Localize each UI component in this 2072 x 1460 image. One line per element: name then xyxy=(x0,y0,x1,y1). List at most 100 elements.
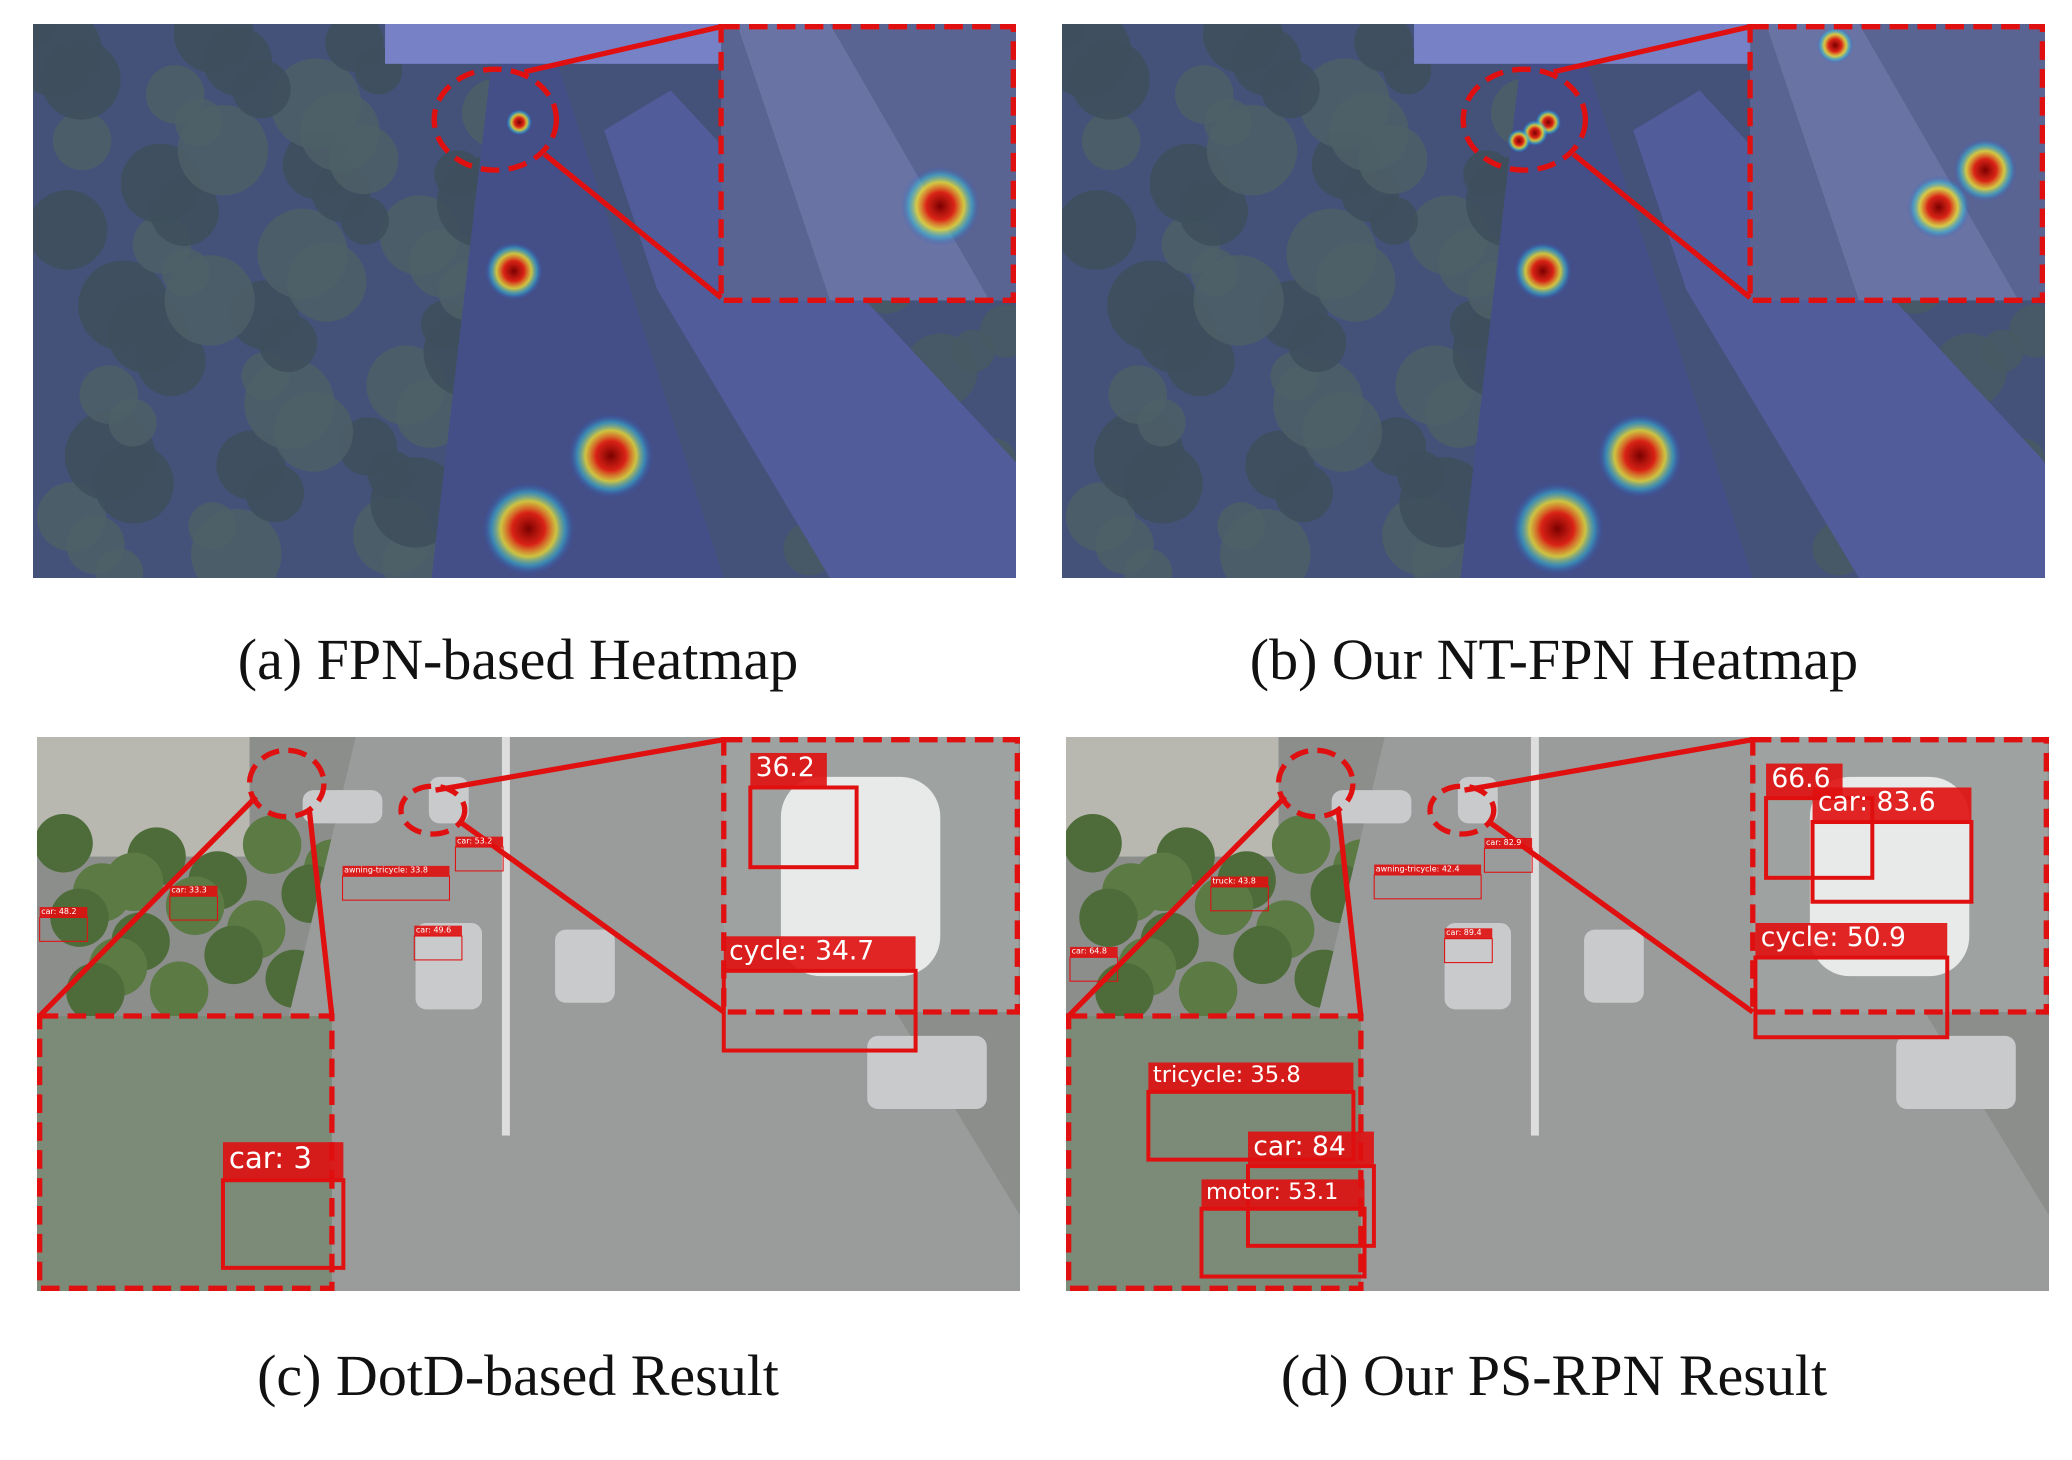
tree xyxy=(94,443,174,524)
detection-label: 36.2 xyxy=(756,752,815,783)
heat-blob xyxy=(568,413,654,499)
tree xyxy=(286,241,367,322)
tree xyxy=(1124,548,1173,578)
tree xyxy=(1095,962,1154,1022)
detection-box xyxy=(748,785,859,870)
tree xyxy=(341,196,390,245)
heat-blob xyxy=(1816,26,1854,64)
label-bg xyxy=(1444,928,1493,939)
detection-label: truck: 43.8 xyxy=(1212,876,1255,885)
zoom-box xyxy=(721,737,1020,1015)
zoom-line xyxy=(435,737,725,793)
zoom-line xyxy=(523,24,722,75)
tree xyxy=(329,124,399,195)
sky xyxy=(1414,24,1760,64)
tree xyxy=(1194,876,1254,935)
tree xyxy=(104,852,164,912)
zoom-line xyxy=(1066,794,1288,1018)
zoom-region xyxy=(398,783,468,837)
tree xyxy=(1302,392,1383,472)
detection-label: cycle: 50.9 xyxy=(1761,922,1906,953)
tree xyxy=(108,398,157,447)
detection-label: car: 82.9 xyxy=(1486,838,1521,847)
tree xyxy=(980,304,1016,358)
heat-blob xyxy=(1507,128,1531,153)
zoom-region xyxy=(431,66,560,173)
tree xyxy=(1358,124,1428,195)
detection-box xyxy=(341,875,451,901)
heat-blob xyxy=(1510,482,1604,576)
label-bg xyxy=(723,936,916,971)
heat-blob xyxy=(481,482,575,576)
detection-box xyxy=(1069,956,1119,982)
tree xyxy=(149,961,209,1020)
label-bg xyxy=(1247,1131,1374,1167)
label-bg xyxy=(455,836,504,848)
label-bg xyxy=(750,752,827,788)
vehicle xyxy=(1584,929,1644,1003)
tree xyxy=(395,378,465,448)
detection-label: awning-tricycle: 42.4 xyxy=(1376,864,1460,873)
tree xyxy=(33,190,108,270)
zoom-line xyxy=(1571,152,1752,300)
tree xyxy=(1233,925,1292,985)
zoom-line xyxy=(1552,24,1751,75)
vehicle xyxy=(1444,922,1512,1010)
tree xyxy=(191,508,282,578)
label-bg xyxy=(342,865,450,877)
label-bg xyxy=(1069,946,1118,958)
zoom-line xyxy=(542,152,723,300)
label-bg xyxy=(39,907,88,918)
tree xyxy=(273,392,354,472)
lane xyxy=(501,737,510,1136)
label-bg xyxy=(222,1142,344,1181)
tree xyxy=(245,463,304,523)
tree xyxy=(1178,961,1238,1020)
vehicle xyxy=(555,929,615,1003)
road xyxy=(604,90,1016,578)
label-bg xyxy=(1210,876,1269,887)
tree xyxy=(149,176,219,246)
zoom-line xyxy=(460,821,726,1015)
label-bg xyxy=(1755,922,1948,958)
detection-label: car: 33.3 xyxy=(171,886,206,895)
tree xyxy=(95,548,144,578)
heatmap-panel xyxy=(33,24,1016,578)
tree xyxy=(52,111,112,171)
tree xyxy=(1081,111,1141,171)
tree xyxy=(1206,105,1298,196)
heat-blob xyxy=(900,166,981,246)
zoom-box xyxy=(1747,24,2045,303)
tree xyxy=(204,925,263,985)
detection-box xyxy=(1210,886,1269,912)
road xyxy=(1633,90,2045,578)
tree xyxy=(1287,313,1347,373)
detection-label: car: 53.2 xyxy=(457,836,492,845)
tree xyxy=(1424,378,1494,448)
zoom-line xyxy=(1464,737,1754,793)
detection-panel: 36.2 cycle: 34.7 car: 3 car: 33.3 car: 48.2 c… xyxy=(37,737,1020,1291)
detection-label: car: 3 xyxy=(229,1141,312,1175)
heat-blob xyxy=(1597,413,1683,499)
detection-label: car: 64.8 xyxy=(1072,947,1107,956)
caption: (d) Our PS-RPN Result xyxy=(1280,1343,1828,1408)
zoom-vehicle xyxy=(780,776,941,977)
heat-blob xyxy=(505,109,533,136)
tree xyxy=(66,962,125,1022)
tree xyxy=(1137,398,1186,447)
tree xyxy=(232,59,291,119)
tree xyxy=(1193,255,1284,346)
tree xyxy=(1220,508,1311,578)
tree xyxy=(1178,176,1248,246)
zoom-line xyxy=(1489,821,1755,1015)
detection-box xyxy=(413,935,463,961)
label-bg xyxy=(169,885,218,897)
zoom-region xyxy=(1427,783,1497,837)
tree xyxy=(136,326,206,396)
tree xyxy=(1271,815,1331,874)
zoom-line xyxy=(37,794,259,1018)
tree xyxy=(40,39,121,120)
label-bg xyxy=(1374,864,1482,875)
tree xyxy=(242,815,302,874)
